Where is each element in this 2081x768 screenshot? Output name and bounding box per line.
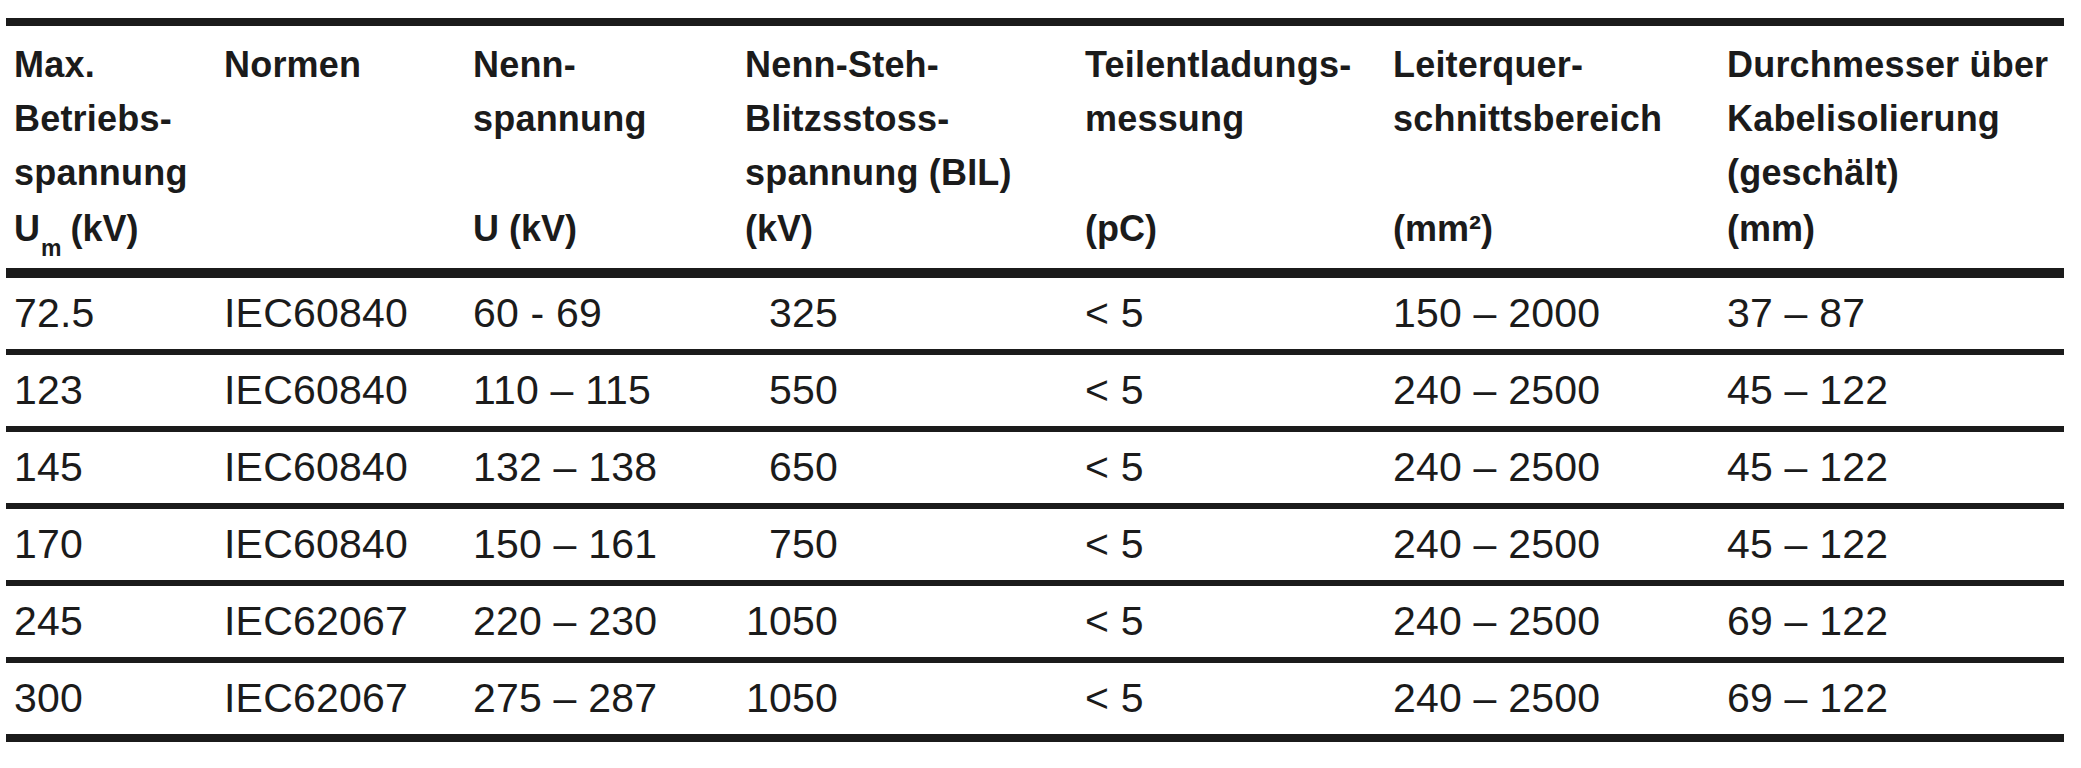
col-unit: (kV) [745,208,1077,250]
col-header-teilentladungsmessung: Teilentladungs- messung (pC) [1077,22,1385,273]
col-unit: (pC) [1085,208,1385,250]
table-cell: 1050 [737,660,1077,738]
table-cell: 150 – 161 [465,506,737,583]
col-title: Teilentladungs- messung [1085,38,1385,200]
table-cell: IEC60840 [216,429,465,506]
table-cell: 145 [6,429,216,506]
table-cell: 325 [737,273,1077,352]
bil-value: 550 [745,367,838,414]
table-cell: IEC60840 [216,352,465,429]
bil-value: 750 [745,521,838,568]
col-unit: (mm) [1727,208,2064,250]
table-cell: < 5 [1077,660,1385,738]
table-cell: 150 – 2000 [1385,273,1719,352]
col-header-blitzstossspannung-bil: Nenn-Steh- Blitzsstoss- spannung (BIL) (… [737,22,1077,273]
unit-symbol: U [14,208,40,249]
bil-value: 650 [745,444,838,491]
col-unit: (mm²) [1393,208,1719,250]
table-cell: IEC60840 [216,273,465,352]
col-title: Max. Betriebs- spannung [14,38,216,200]
table-cell: 72.5 [6,273,216,352]
table-cell: 45 – 122 [1719,352,2064,429]
table-cell: 60 - 69 [465,273,737,352]
table-cell: 1050 [737,583,1077,660]
table-cell: IEC62067 [216,660,465,738]
col-title: Normen [224,38,465,200]
table-cell: 550 [737,352,1077,429]
table-cell: 123 [6,352,216,429]
col-header-max-betriebsspannung: Max. Betriebs- spannung Um (kV) [6,22,216,273]
col-title: Leiterquer- schnittsbereich [1393,38,1719,200]
table-cell: 245 [6,583,216,660]
table-cell: 69 – 122 [1719,583,2064,660]
col-title: Durchmesser über Kabelisolierung (geschä… [1727,38,2064,200]
table-cell: 69 – 122 [1719,660,2064,738]
col-header-normen: Normen [216,22,465,273]
col-header-durchmesser-kabelisolierung: Durchmesser über Kabelisolierung (geschä… [1719,22,2064,273]
header-row: Max. Betriebs- spannung Um (kV) Normen N… [6,22,2064,273]
table-cell: 45 – 122 [1719,506,2064,583]
table-cell: < 5 [1077,273,1385,352]
unit-subscript: m [41,235,61,261]
table-cell: < 5 [1077,429,1385,506]
table-cell: 650 [737,429,1077,506]
table-header: Max. Betriebs- spannung Um (kV) Normen N… [6,22,2064,273]
table-cell: 170 [6,506,216,583]
table-cell: 240 – 2500 [1385,583,1719,660]
table-cell: < 5 [1077,352,1385,429]
col-header-nennspannung: Nenn- spannung U (kV) [465,22,737,273]
table-row: 300 IEC62067 275 – 287 1050 < 5 240 – 25… [6,660,2064,738]
bil-value: 325 [745,290,838,337]
table-cell: IEC62067 [216,583,465,660]
table-cell: 45 – 122 [1719,429,2064,506]
table-cell: 240 – 2500 [1385,352,1719,429]
table-cell: 240 – 2500 [1385,429,1719,506]
table-cell: 240 – 2500 [1385,506,1719,583]
unit-measure: (kV) [60,208,138,249]
table-cell: 37 – 87 [1719,273,2064,352]
table-cell: 240 – 2500 [1385,660,1719,738]
table-cell: < 5 [1077,583,1385,660]
table-row: 72.5 IEC60840 60 - 69 325 < 5 150 – 2000… [6,273,2064,352]
col-title: Nenn- spannung [473,38,737,200]
table-row: 123 IEC60840 110 – 115 550 < 5 240 – 250… [6,352,2064,429]
table-row: 245 IEC62067 220 – 230 1050 < 5 240 – 25… [6,583,2064,660]
cable-spec-table: Max. Betriebs- spannung Um (kV) Normen N… [6,18,2064,742]
col-unit-um-kv: Um (kV) [14,208,216,250]
table-cell: < 5 [1077,506,1385,583]
table-cell: 300 [6,660,216,738]
table-row: 170 IEC60840 150 – 161 750 < 5 240 – 250… [6,506,2064,583]
table-cell: 275 – 287 [465,660,737,738]
col-unit: U (kV) [473,208,737,250]
col-title: Nenn-Steh- Blitzsstoss- spannung (BIL) [745,38,1077,200]
table-row: 145 IEC60840 132 – 138 650 < 5 240 – 250… [6,429,2064,506]
table-cell: 750 [737,506,1077,583]
table-cell: 220 – 230 [465,583,737,660]
col-header-leiterquerschnittsbereich: Leiterquer- schnittsbereich (mm²) [1385,22,1719,273]
table-cell: 110 – 115 [465,352,737,429]
bil-value: 1050 [745,598,838,645]
bil-value: 1050 [745,675,838,722]
table-cell: IEC60840 [216,506,465,583]
table-body: 72.5 IEC60840 60 - 69 325 < 5 150 – 2000… [6,273,2064,738]
table-cell: 132 – 138 [465,429,737,506]
